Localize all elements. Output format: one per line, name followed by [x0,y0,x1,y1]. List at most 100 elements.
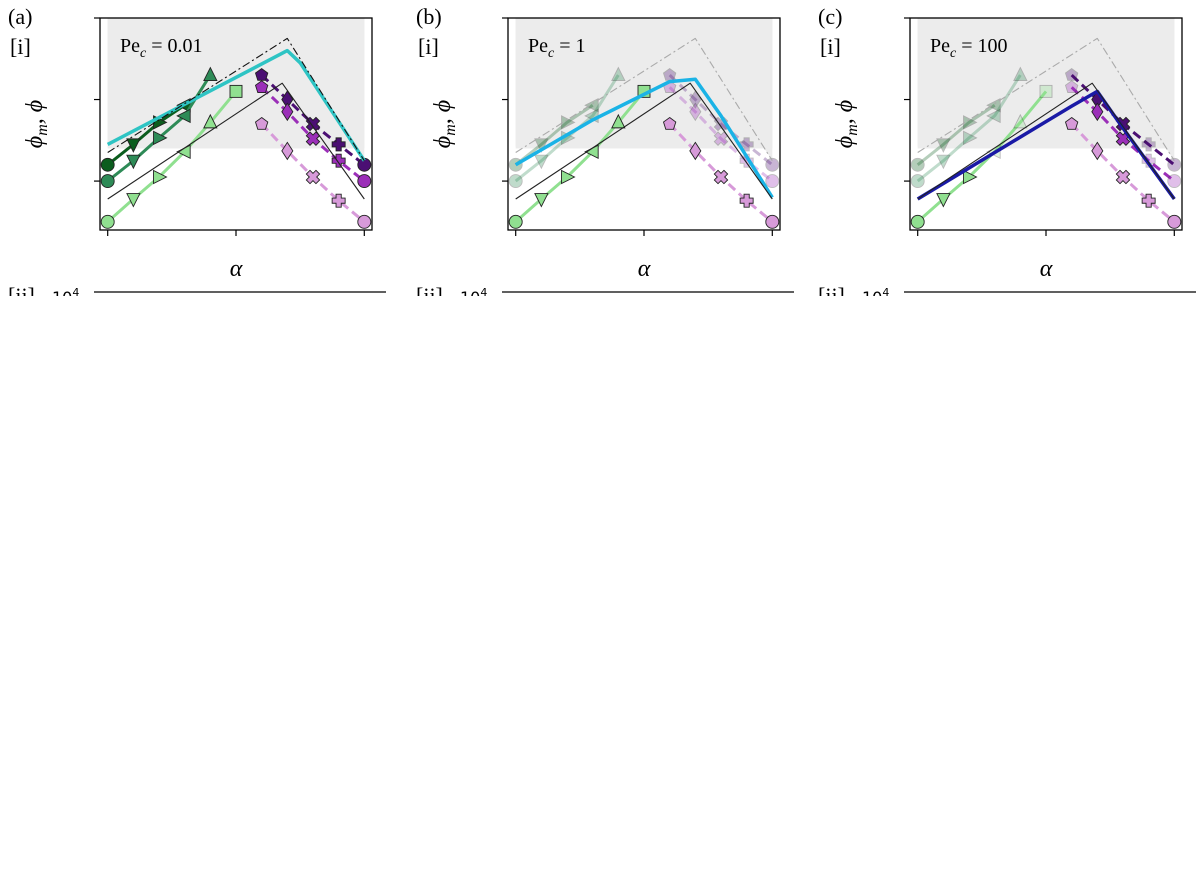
panel-ii-tick-exp: 4 [480,286,487,299]
data-point [229,84,243,98]
y-axis-label-main: ϕ [22,136,48,148]
data-point [1141,137,1156,152]
data-point [153,130,168,146]
panel-ii-tick-exp: 4 [882,286,889,299]
data-point [584,98,599,113]
data-point [713,131,729,146]
data-point [100,214,115,229]
y-axis-label-main: ϕ [430,136,456,148]
data-point [689,102,702,122]
data-point [100,157,115,172]
data-point [1064,68,1079,81]
data-point [936,193,951,208]
data-point [176,108,191,124]
data-point [153,169,168,185]
series-line-green [916,74,1022,183]
data-point [1115,169,1131,185]
pe-label: Pec = 1 [528,35,586,61]
data-point [1091,141,1104,161]
data-point [357,174,372,189]
data-point [561,115,576,130]
data-point [281,102,294,122]
y-axis-label-sub: m [844,124,861,136]
panel-ii-tick: 104 [460,286,487,307]
data-point [910,174,925,189]
series-line-green [514,90,646,223]
panel-b: Pec = 1 (b) [i] ϕm, ϕ α [ii] 104 [416,4,794,308]
panel-a: Pec = 0.01 (a) [i] ϕm, ϕ α [ii] 104 [8,4,386,308]
series-line-purple [668,74,774,166]
y-axis-label-sub: m [34,124,51,136]
panel-c: Pec = 100 (c) [i] ϕm, ϕ α [ii] 104 [818,4,1196,307]
data-point [1141,193,1156,208]
data-point [986,108,1001,124]
y-axis-label-main: ϕ [832,136,858,148]
data-point [203,113,218,129]
data-point-shape [713,169,729,185]
data-point [203,66,218,82]
data-point [100,174,115,189]
data-point [765,157,780,172]
data-point [765,214,780,229]
x-axis-label: α [230,256,243,282]
series-line-theory [916,89,1176,201]
series-line-reference [917,37,1175,161]
data-point [765,174,780,189]
panel-ii-tick-base: 10 [862,288,882,307]
pe-label-value: = 0.01 [151,35,202,57]
data-point [508,174,523,189]
data-point [963,169,978,185]
panel-ii-label: [ii] [8,283,35,308]
data-point [305,169,321,185]
series-line-reference [107,82,365,200]
series-line-green [514,103,594,166]
y-axis-label: ϕm, ϕ [22,100,51,148]
data-point [534,154,549,170]
panel-ii-content: [ii] 104 [8,283,386,308]
data-point [1167,214,1182,229]
pe-label-sub: c [548,46,555,61]
x-axis-label: α [1040,256,1053,282]
data-point [534,193,549,208]
series-line-green [916,103,996,166]
data-point [963,130,978,146]
data-point [1167,157,1182,172]
data-point [963,115,978,130]
shaded-region-top [107,18,365,149]
data-point [126,154,141,170]
panel-ii-tick: 104 [52,286,79,307]
data-point [611,113,626,129]
data-point [1013,66,1028,82]
x-axis-label: α [638,256,651,282]
pe-label-text: Pe [930,35,950,57]
pe-label-value: = 1 [559,35,585,57]
data-point [739,193,754,208]
data-point-shape [713,131,729,146]
series-line-theory [106,48,366,162]
data-point [936,154,951,170]
panel-ii-label: [ii] [416,283,443,308]
data-point [254,80,269,94]
data-point [1039,84,1053,98]
series-line-reference [107,37,365,161]
data-point-shape [305,131,321,146]
data-point [508,214,523,229]
panel-ii-tick-base: 10 [52,288,72,307]
data-point [1167,174,1182,189]
panel-letter: (a) [8,4,32,29]
pe-label-sub: c [140,46,147,61]
series-line-green [514,74,620,183]
data-point [713,169,729,185]
panel-sublabel: [i] [820,34,841,59]
data-point [611,66,626,82]
data-point [561,169,576,185]
pe-label-value: = 100 [961,35,1007,57]
data-point-shape [1115,169,1131,185]
data-point [910,214,925,229]
y-axis-label: ϕm, ϕ [430,100,459,148]
data-point [126,193,141,208]
panel-ii-tick-exp: 4 [72,286,79,299]
panel-sublabel: [i] [10,34,31,59]
data-point [357,214,372,229]
